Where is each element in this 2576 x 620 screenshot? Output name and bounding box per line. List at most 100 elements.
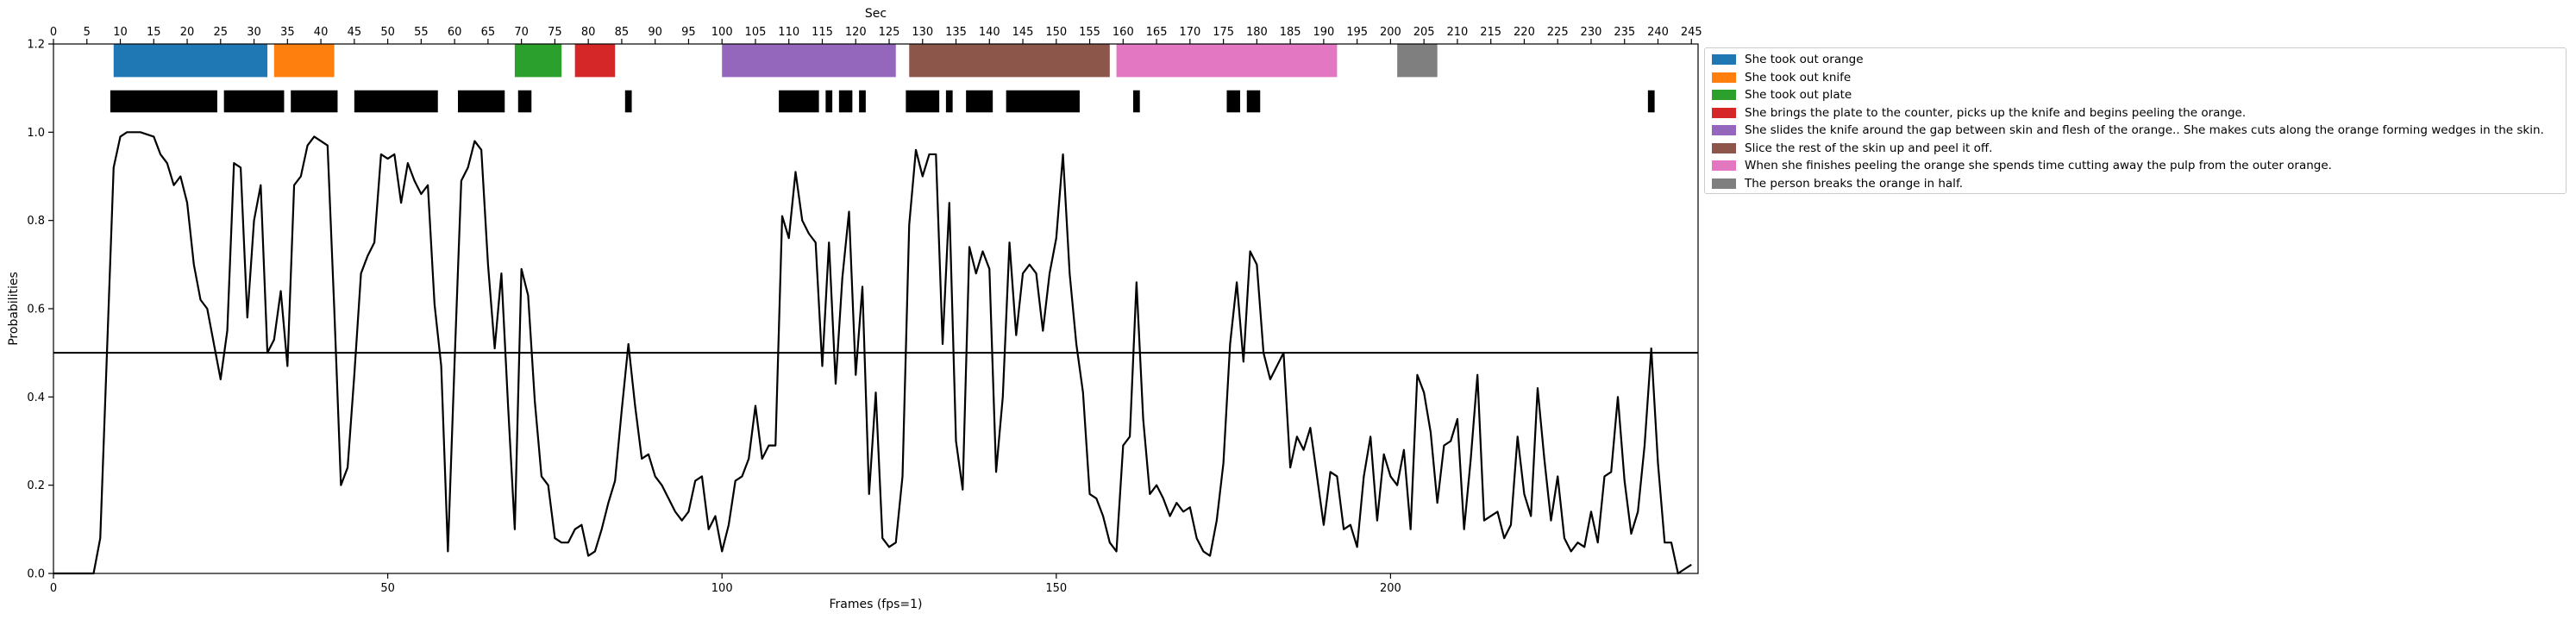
y-tick-label: 0.8 [27, 215, 45, 228]
legend-item: She slides the knife around the gap betw… [1712, 122, 2559, 140]
predicted-interval-bar [966, 90, 993, 113]
legend-item: She took out plate [1712, 86, 2559, 104]
x-tick-label: 150 [1045, 582, 1067, 595]
predicted-interval-bar [779, 90, 819, 113]
top-tick-label: 165 [1146, 26, 1168, 39]
x-axis-label: Frames (fps=1) [829, 598, 922, 611]
predicted-interval-bar [354, 90, 438, 113]
legend-item: Slice the rest of the skin up and peel i… [1712, 140, 2559, 158]
y-tick-label: 0.6 [27, 304, 45, 316]
legend-label: She took out orange [1745, 53, 1864, 67]
top-tick-label: 55 [414, 26, 429, 39]
legend-swatch [1712, 178, 1736, 189]
probability-line [53, 131, 1692, 575]
top-tick-label: 210 [1447, 26, 1469, 39]
top-tick-label: 205 [1413, 26, 1435, 39]
predicted-interval-bar [859, 90, 866, 113]
legend-swatch [1712, 90, 1736, 101]
legend-item: When she finishes peeling the orange she… [1712, 157, 2559, 175]
segment-bar [722, 44, 896, 78]
top-axis-label: Sec [865, 7, 887, 21]
predicted-interval-bar [291, 90, 338, 113]
top-tick-label: 200 [1380, 26, 1401, 39]
legend-item: She took out knife [1712, 69, 2559, 87]
top-tick-label: 70 [514, 26, 529, 39]
legend-item: She brings the plate to the counter, pic… [1712, 104, 2559, 122]
top-tick-label: 125 [879, 26, 900, 39]
segment-bar [273, 44, 335, 78]
x-tick-label: 200 [1380, 582, 1401, 595]
legend-label: She slides the knife around the gap betw… [1745, 123, 2544, 138]
top-tick-label: 50 [380, 26, 395, 39]
top-tick-label: 195 [1346, 26, 1368, 39]
segment-bar [1116, 44, 1338, 78]
top-tick-label: 65 [481, 26, 496, 39]
top-axis-ticks: 0 5 10 15 20 25 30 35 40 45 50 55 60 65 70 75 80 85 90 95 10… [50, 26, 1702, 44]
predicted-interval-bar [110, 90, 217, 113]
plot-area-frame [53, 43, 1699, 574]
y-tick-label: 0.0 [27, 568, 45, 581]
predicted-intervals [110, 90, 1655, 113]
predicted-interval-bar [624, 90, 632, 113]
top-tick-label: 90 [648, 26, 662, 39]
legend-label: When she finishes peeling the orange she… [1745, 159, 2332, 173]
top-tick-label: 105 [745, 26, 767, 39]
segment-bar [1397, 44, 1438, 78]
top-tick-label: 115 [812, 26, 833, 39]
top-tick-label: 130 [912, 26, 933, 39]
predicted-interval-bar [825, 90, 833, 113]
predicted-interval-bar [1226, 90, 1240, 113]
top-tick-label: 220 [1514, 26, 1535, 39]
top-tick-label: 85 [615, 26, 630, 39]
legend-label: She took out knife [1745, 70, 1852, 85]
top-tick-label: 185 [1280, 26, 1301, 39]
top-tick-label: 230 [1581, 26, 1602, 39]
top-tick-label: 100 [711, 26, 733, 39]
top-tick-label: 135 [945, 26, 967, 39]
top-tick-label: 240 [1647, 26, 1669, 39]
top-tick-label: 150 [1045, 26, 1067, 39]
legend-swatch [1712, 142, 1736, 153]
top-tick-label: 25 [214, 26, 229, 39]
top-tick-label: 215 [1480, 26, 1501, 39]
predicted-interval-bar [1647, 90, 1655, 113]
top-tick-label: 160 [1113, 26, 1134, 39]
predicted-interval-bar [517, 90, 532, 113]
predicted-interval-bar [838, 90, 853, 113]
y-axis-label: Probabilities [7, 272, 21, 346]
legend: She took out orange She took out knife She… [1704, 47, 2567, 194]
top-tick-label: 5 [84, 26, 91, 39]
y-tick-label: 0.4 [27, 391, 45, 404]
predicted-interval-bar [223, 90, 285, 113]
top-tick-label: 225 [1547, 26, 1569, 39]
legend-item: The person breaks the orange in half. [1712, 175, 2559, 193]
top-tick-label: 170 [1179, 26, 1200, 39]
ground-truth-segments [113, 44, 1438, 78]
top-tick-label: 75 [548, 26, 562, 39]
top-tick-label: 145 [1012, 26, 1034, 39]
top-tick-label: 80 [581, 26, 596, 39]
predicted-interval-bar [1246, 90, 1261, 113]
legend-label: The person breaks the orange in half. [1745, 176, 1963, 191]
top-tick-label: 30 [247, 26, 261, 39]
y-axis-ticks: 0.0 0.2 0.4 0.6 0.8 1.0 1.2 [27, 39, 53, 581]
legend-swatch [1712, 125, 1736, 136]
top-tick-label: 0 [50, 26, 57, 39]
top-tick-label: 190 [1313, 26, 1334, 39]
x-tick-label: 0 [50, 582, 57, 595]
predicted-interval-bar [945, 90, 953, 113]
top-tick-label: 95 [681, 26, 696, 39]
top-tick-label: 20 [180, 26, 195, 39]
legend-label: Slice the rest of the skin up and peel i… [1745, 141, 1993, 155]
top-tick-label: 120 [845, 26, 867, 39]
segment-bar [113, 44, 268, 78]
y-tick-label: 1.2 [27, 39, 45, 52]
segment-bar [574, 44, 616, 78]
segment-bar [514, 44, 562, 78]
top-tick-label: 10 [113, 26, 128, 39]
top-tick-label: 155 [1079, 26, 1100, 39]
top-tick-label: 175 [1213, 26, 1234, 39]
y-tick-label: 0.2 [27, 479, 45, 492]
legend-swatch [1712, 107, 1736, 118]
